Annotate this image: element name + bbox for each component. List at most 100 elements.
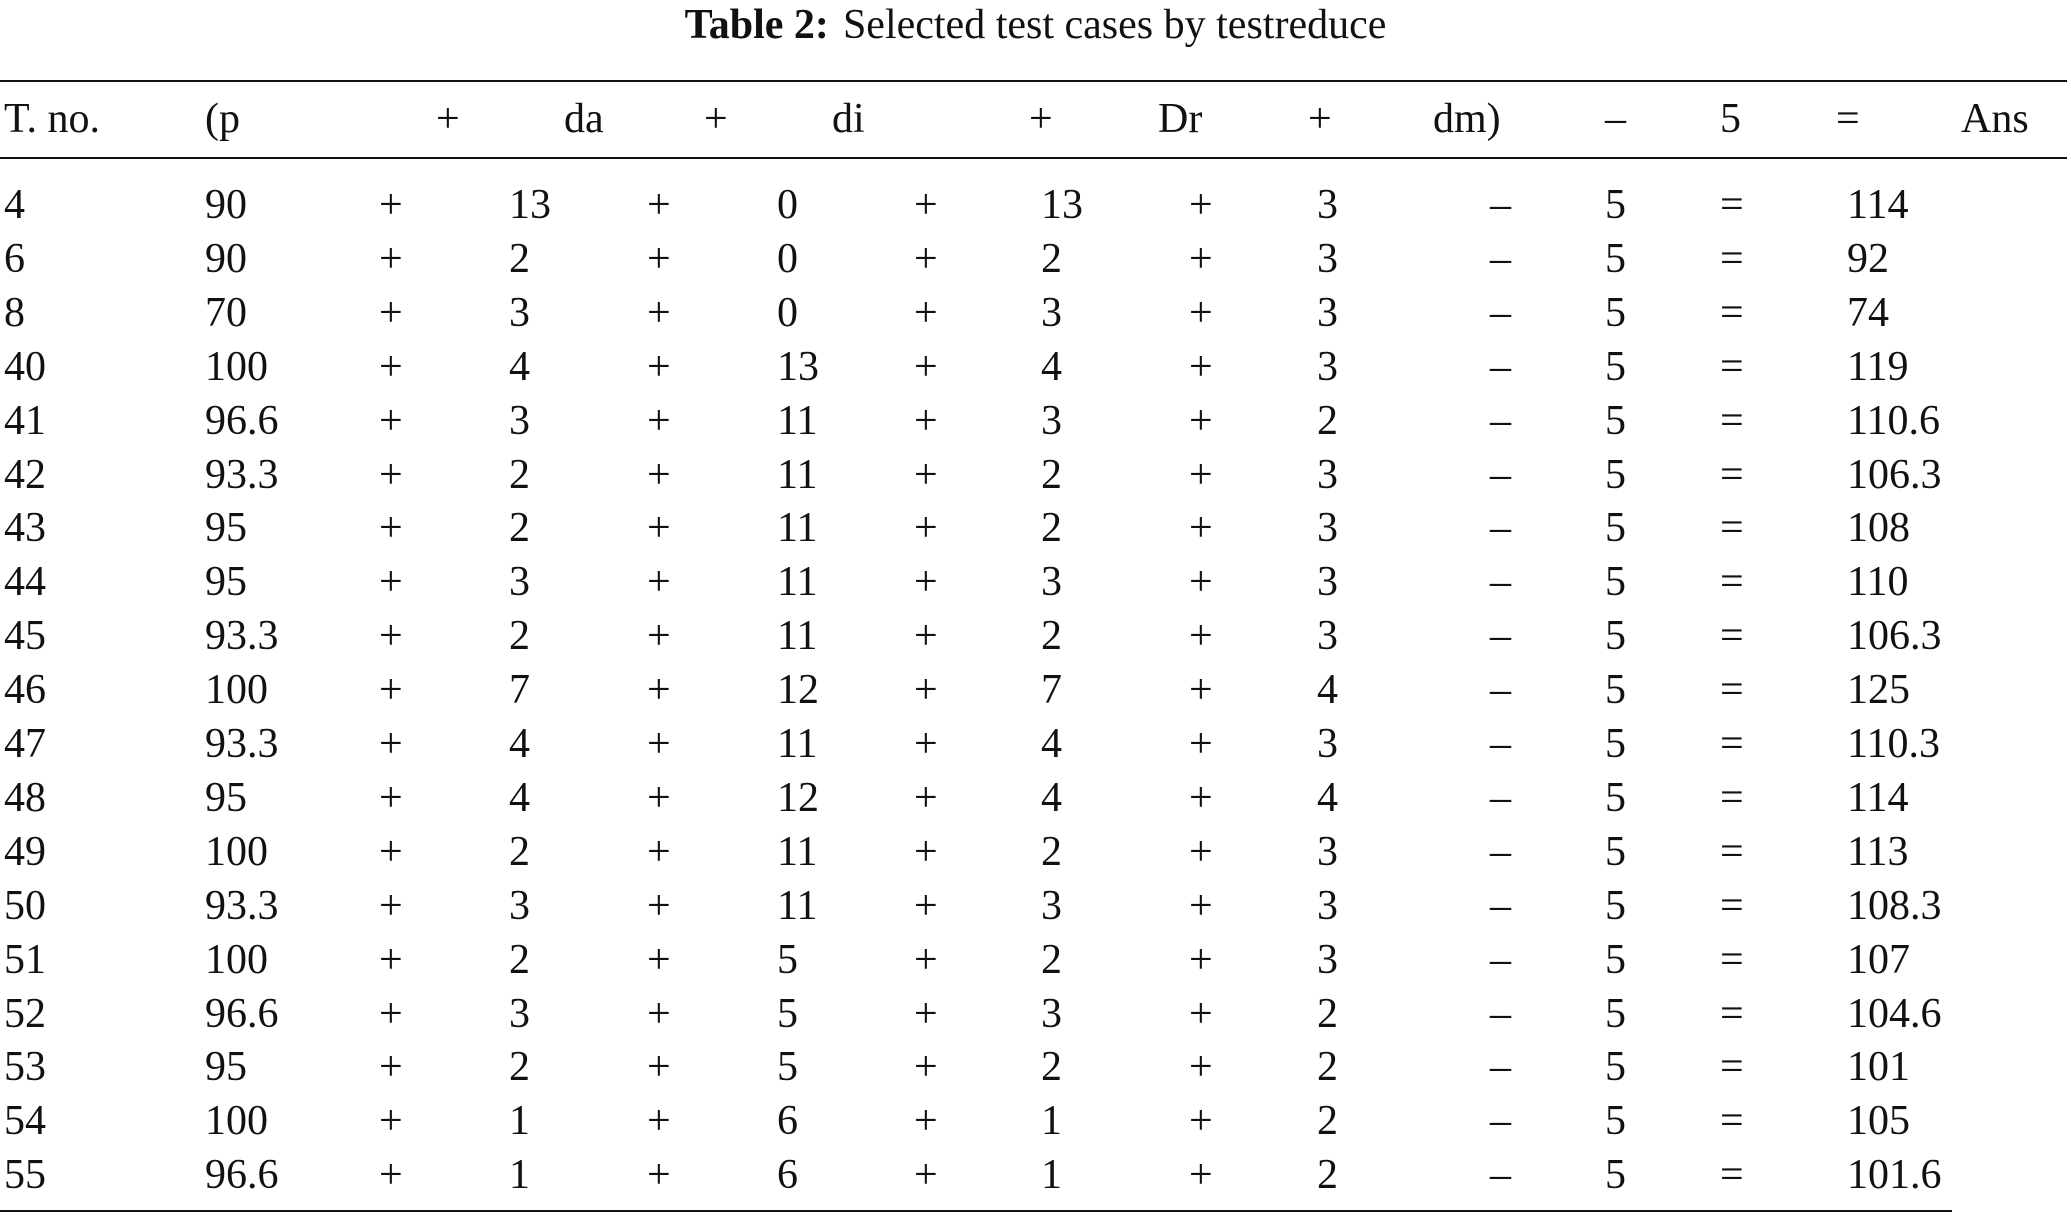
table-cell: + (1189, 182, 1213, 228)
table-cell: 5 (1605, 343, 1626, 390)
table-cell: 96.6 (205, 1152, 279, 1199)
table-cell: = (1720, 559, 1744, 606)
table-cell: + (379, 828, 403, 875)
table-cell: 4 (1041, 721, 1062, 767)
table-cell: 70 (205, 289, 247, 336)
table-cell: 2 (1041, 936, 1062, 983)
table-cell: + (379, 1044, 403, 1091)
table-cell: 6 (777, 1098, 798, 1145)
table-cell: + (914, 990, 938, 1037)
table-cell: + (1189, 774, 1213, 821)
table-cell: + (379, 990, 403, 1037)
table-cell: 4 (509, 343, 530, 390)
table-cell: 95 (205, 559, 247, 606)
table-cell: 2 (1041, 613, 1062, 660)
table-cell: 3 (509, 990, 530, 1037)
table-cell: + (914, 774, 938, 821)
table-cell: 13 (509, 182, 551, 228)
table-cell: + (1189, 613, 1213, 660)
table-cell: 5 (1605, 936, 1626, 983)
table-cell: = (1720, 1152, 1744, 1199)
table-cell: + (914, 182, 938, 228)
table-cell: 93.3 (205, 451, 279, 498)
table-cell: + (1189, 1152, 1213, 1199)
table-cell: 0 (777, 235, 798, 282)
table-cell: 104.6 (1847, 990, 1942, 1037)
table-cell: 93.3 (205, 613, 279, 660)
table-cell: 110.6 (1847, 397, 1940, 444)
table-cell: 3 (1317, 505, 1338, 552)
table-cell: 2 (1041, 828, 1062, 875)
table-cell: + (647, 1152, 671, 1199)
table-cell: 90 (205, 235, 247, 282)
header-cell: Dr (1158, 96, 1203, 142)
header-cell: di (832, 96, 865, 142)
table-cell: + (379, 667, 403, 714)
table-cell: 3 (509, 397, 530, 444)
table-cell: 2 (1317, 1152, 1338, 1199)
table-cell: + (647, 936, 671, 983)
table-cell: 42 (4, 451, 46, 498)
table-cell: 3 (1041, 882, 1062, 929)
table-cell: 4 (1317, 774, 1338, 821)
table-cell: – (1490, 721, 1511, 767)
table-cell: + (914, 936, 938, 983)
table-cell: + (647, 559, 671, 606)
table-cell: 11 (777, 828, 818, 875)
table-cell: + (379, 559, 403, 606)
table-cell: 5 (1605, 451, 1626, 498)
table-cell: 47 (4, 721, 46, 767)
table-cell: + (914, 882, 938, 929)
table-cell: 5 (1605, 882, 1626, 929)
table-cell: 12 (777, 774, 819, 821)
table-cell: 114 (1847, 182, 1909, 228)
table-cell: 114 (1847, 774, 1909, 821)
table-cell: + (379, 1098, 403, 1145)
table-cell: 6 (777, 1152, 798, 1199)
table-cell: 0 (777, 289, 798, 336)
table-cell: + (647, 505, 671, 552)
table-cell: 43 (4, 505, 46, 552)
table-cell: = (1720, 505, 1744, 552)
table-cell: + (379, 1152, 403, 1199)
table-cell: 5 (1605, 828, 1626, 875)
table-cell: + (647, 721, 671, 767)
table-cell: + (647, 451, 671, 498)
table-cell: 100 (205, 828, 268, 875)
table-cell: 5 (777, 1044, 798, 1091)
table-cell: 7 (509, 667, 530, 714)
table-cell: = (1720, 721, 1744, 767)
top-rule (0, 80, 2067, 82)
table-cell: + (379, 774, 403, 821)
table-cell: 5 (1605, 613, 1626, 660)
table-cell: + (1189, 882, 1213, 929)
table-cell: 3 (1317, 559, 1338, 606)
table-cell: 44 (4, 559, 46, 606)
table-cell: 125 (1847, 667, 1910, 714)
table-cell: 52 (4, 990, 46, 1037)
table-cell: 11 (777, 882, 818, 929)
table-cell: – (1490, 1098, 1511, 1145)
table-cell: 11 (777, 721, 818, 767)
table-cell: + (1189, 1098, 1213, 1145)
table-cell: + (1189, 936, 1213, 983)
table-cell: 45 (4, 613, 46, 660)
table-cell: + (914, 1044, 938, 1091)
table-cell: = (1720, 1044, 1744, 1091)
table-cell: + (1189, 667, 1213, 714)
table-cell: + (647, 397, 671, 444)
table-cell: 3 (1041, 289, 1062, 336)
table-cell: 105 (1847, 1098, 1910, 1145)
table-cell: – (1490, 667, 1511, 714)
header-cell: dm) (1433, 96, 1501, 142)
table-cell: 3 (1041, 397, 1062, 444)
table-cell: 5 (777, 936, 798, 983)
table-cell: 3 (1041, 990, 1062, 1037)
table-cell: 90 (205, 182, 247, 228)
table-cell: 2 (509, 1044, 530, 1091)
table-cell: + (1189, 235, 1213, 282)
table-cell: 0 (777, 182, 798, 228)
table-cell: + (914, 235, 938, 282)
table-cell: + (379, 235, 403, 282)
